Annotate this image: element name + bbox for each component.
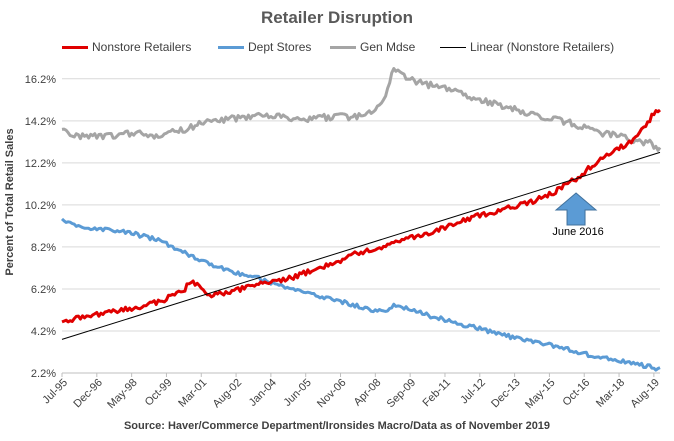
chart-title: Retailer Disruption (260, 8, 414, 27)
y-tick-label-4: 10.2% (25, 200, 56, 212)
x-tick-label-13: Dec-13 (489, 377, 523, 411)
legend-item-gen-mdse: Gen Mdse (330, 40, 415, 54)
x-tick-label-15: Oct-16 (561, 377, 593, 409)
legend-item-nonstore: Nonstore Retailers (62, 40, 191, 54)
x-tick-label-10: Sep-09 (385, 377, 419, 411)
x-tick-label-4: Mar-01 (176, 377, 209, 410)
x-tick-label-6: Jan-04 (247, 377, 279, 409)
x-tick-label-11: Feb-11 (421, 377, 454, 410)
x-tick-label-8: Nov-06 (315, 377, 349, 411)
y-tick-label-2: 6.2% (31, 284, 56, 296)
source-note: Source: Haver/Commerce Department/Ironsi… (123, 420, 551, 432)
y-tick-label-0: 2.2% (31, 368, 56, 380)
legend-item-linear: Linear (Nonstore Retailers) (440, 40, 614, 54)
legend-item-dept-stores: Dept Stores (218, 40, 311, 54)
legend-swatch-gen-mdse (330, 45, 356, 49)
series-line-dept-stores (60, 217, 661, 372)
x-tick-label-0: Jul-95 (40, 377, 70, 407)
x-tick-label-16: Mar-18 (594, 377, 627, 410)
annotation-label-0: June 2016 (552, 226, 603, 238)
legend-swatch-linear (440, 46, 466, 48)
legend-label-gen-mdse: Gen Mdse (360, 40, 416, 54)
legend-swatch-dept-stores (218, 45, 244, 49)
x-tick-label-12: Jul-12 (458, 377, 488, 407)
x-tick-label-9: Apr-08 (352, 377, 384, 409)
annotation-arrow-0 (554, 192, 598, 226)
trendline-linear (61, 151, 661, 340)
y-tick-label-5: 12.2% (25, 158, 56, 170)
legend-swatch-nonstore (62, 45, 88, 49)
y-tick-label-3: 8.2% (31, 242, 56, 254)
y-tick-label-7: 16.2% (25, 74, 56, 86)
x-tick-label-17: Aug-19 (628, 377, 662, 411)
y-tick-label-1: 4.2% (31, 326, 56, 338)
y-tick-label-6: 14.2% (25, 116, 56, 128)
x-tick-label-1: Dec-96 (71, 377, 105, 411)
series-line-nonstore (61, 108, 662, 324)
x-tick-label-7: Jun-05 (282, 377, 314, 409)
legend: Nonstore Retailers Dept Stores Gen Mdse … (0, 40, 674, 60)
x-tick-label-2: May-98 (105, 377, 139, 411)
legend-label-dept-stores: Dept Stores (248, 40, 312, 54)
x-tick-label-5: Aug-02 (211, 377, 245, 411)
x-tick-label-3: Oct-99 (143, 377, 175, 409)
legend-label-linear: Linear (Nonstore Retailers) (470, 40, 615, 54)
series-line-gen-mdse (61, 67, 662, 152)
legend-label-nonstore: Nonstore Retailers (92, 40, 192, 54)
x-tick-label-14: May-15 (523, 377, 557, 411)
